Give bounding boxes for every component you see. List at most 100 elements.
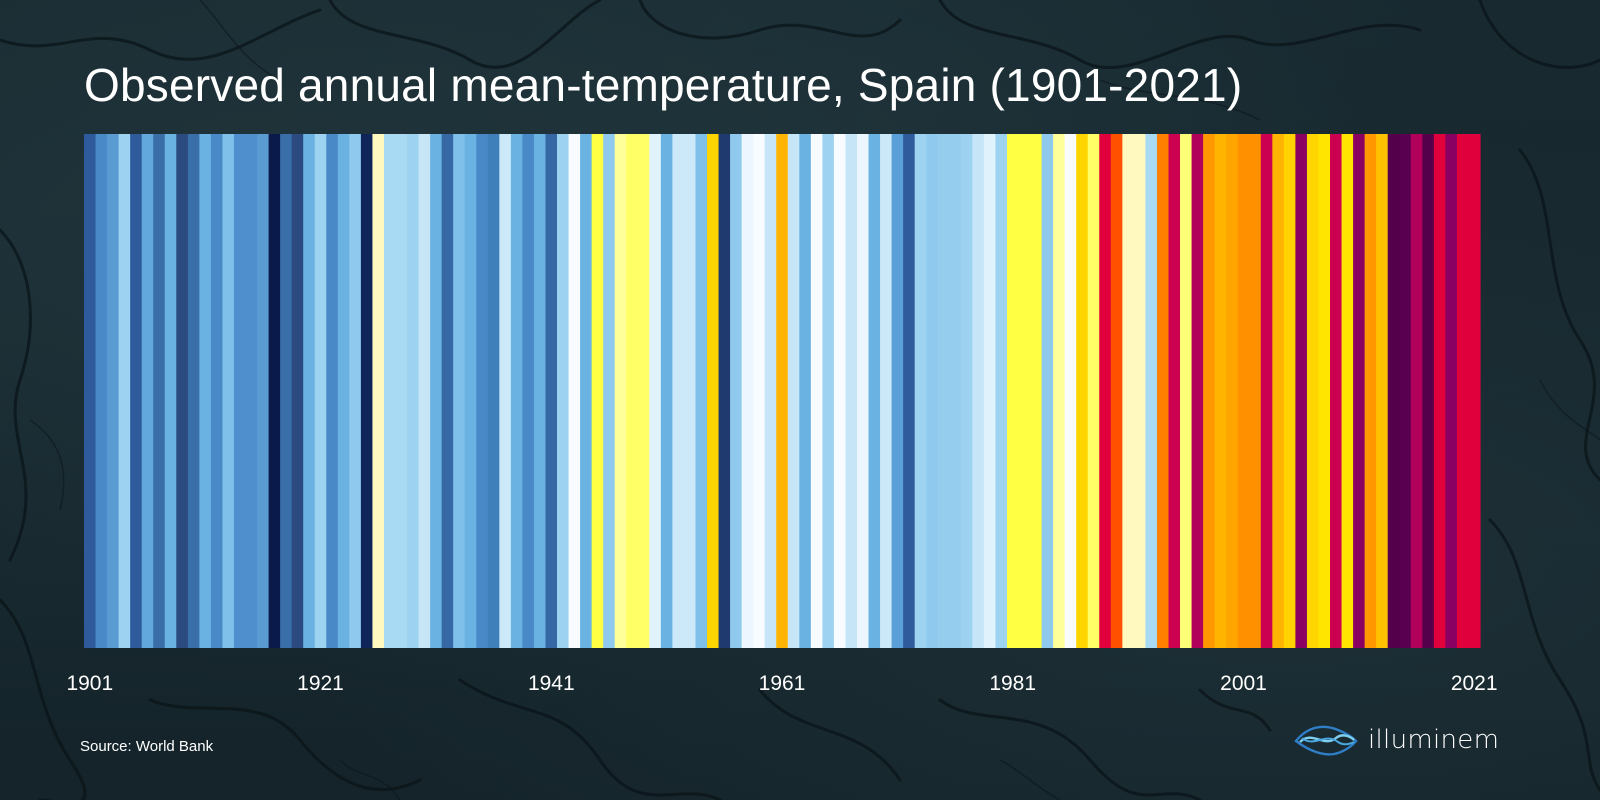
stripe-1935 [476, 134, 489, 648]
stripe-1942 [557, 134, 570, 648]
x-tick-label: 1901 [66, 672, 114, 695]
stripe-2019 [1445, 134, 1458, 648]
stripe-1933 [453, 134, 466, 648]
stripe-1949 [637, 134, 650, 648]
stripe-1903 [107, 134, 120, 648]
stripe-1987 [1076, 134, 1089, 648]
stripe-1981 [1006, 134, 1020, 648]
stripe-1979 [983, 134, 997, 648]
stripe-1966 [833, 134, 847, 648]
stripe-1938 [510, 134, 524, 648]
brand-name: illuminem [1368, 725, 1500, 755]
stripe-1930 [418, 134, 431, 648]
stripe-1985 [1053, 134, 1066, 648]
stripe-1943 [568, 134, 581, 648]
stripe-2013 [1376, 134, 1389, 648]
stripe-1932 [441, 134, 454, 648]
stripe-1964 [810, 134, 823, 648]
stripe-1968 [856, 134, 870, 648]
stripe-1908 [164, 134, 177, 648]
stripe-1925 [360, 134, 374, 648]
stripe-1990 [1110, 134, 1123, 648]
stripe-1991 [1122, 134, 1135, 648]
stripe-1947 [614, 134, 627, 648]
stripe-2021 [1468, 134, 1481, 648]
stripe-1946 [603, 134, 616, 648]
stripe-1901 [84, 134, 97, 648]
stripe-1955 [707, 134, 720, 648]
stripe-1974 [926, 134, 939, 648]
stripe-2007 [1306, 134, 1320, 648]
stripe-1945 [591, 134, 604, 648]
stripe-1975 [937, 134, 950, 648]
stripe-1977 [960, 134, 973, 648]
stripe-2015 [1399, 134, 1412, 648]
stripe-2020 [1456, 134, 1470, 648]
stripe-1960 [764, 134, 777, 648]
stripe-1906 [141, 134, 154, 648]
stripe-1907 [153, 134, 166, 648]
stripe-2006 [1295, 134, 1308, 648]
stripe-1919 [291, 134, 304, 648]
x-tick-label: 2021 [1450, 672, 1498, 695]
stripe-1921 [314, 134, 327, 648]
stripe-1944 [580, 134, 593, 648]
stripe-1937 [499, 134, 512, 648]
stripe-1905 [130, 134, 143, 648]
stripe-1992 [1133, 134, 1147, 648]
stripe-1951 [660, 134, 673, 648]
stripe-1970 [880, 134, 893, 648]
stripe-1931 [430, 134, 443, 648]
stripe-1997 [1191, 134, 1204, 648]
stripe-1999 [1214, 134, 1227, 648]
stripe-1978 [972, 134, 985, 648]
stripe-2011 [1353, 134, 1366, 648]
stripe-1962 [787, 134, 800, 648]
stripe-2018 [1433, 134, 1446, 648]
stripe-2010 [1341, 134, 1354, 648]
stripe-1994 [1156, 134, 1170, 648]
stripe-1912 [210, 134, 224, 648]
stripe-1922 [326, 134, 339, 648]
stripe-1926 [372, 134, 385, 648]
stripe-1956 [718, 134, 731, 648]
x-tick-label: 1961 [758, 672, 806, 695]
stripe-1965 [822, 134, 835, 648]
stripe-1998 [1203, 134, 1216, 648]
stripe-1989 [1099, 134, 1112, 648]
stripe-1928 [395, 134, 408, 648]
stripe-1967 [845, 134, 858, 648]
x-tick-label: 1941 [527, 672, 575, 695]
brand-logo: illuminem [1294, 722, 1499, 758]
stripe-1986 [1064, 134, 1077, 648]
stripe-1927 [383, 134, 397, 648]
stripe-1920 [303, 134, 316, 648]
stripe-1982 [1018, 134, 1031, 648]
stripe-1936 [487, 134, 500, 648]
stripe-2014 [1387, 134, 1400, 648]
stripe-1988 [1087, 134, 1100, 648]
stripe-1918 [280, 134, 293, 648]
stripe-2017 [1422, 134, 1435, 648]
stripe-1940 [533, 134, 547, 648]
stripe-2001 [1237, 134, 1250, 648]
source-credit: Source: World Bank [80, 738, 214, 755]
x-tick-label: 1981 [989, 672, 1037, 695]
stripe-1911 [199, 134, 212, 648]
stripe-1917 [268, 134, 281, 648]
stripe-1983 [1030, 134, 1043, 648]
stripe-1973 [914, 134, 927, 648]
chart-title: Observed annual mean-temperature, Spain … [84, 59, 1243, 111]
stripe-1934 [464, 134, 477, 648]
stripe-1941 [545, 134, 558, 648]
x-tick-label: 1921 [297, 672, 344, 695]
stripe-1939 [522, 134, 535, 648]
stripe-1924 [349, 134, 362, 648]
stripe-2009 [1330, 134, 1343, 648]
stripe-1980 [995, 134, 1008, 648]
stripe-1976 [949, 134, 962, 648]
stripe-1984 [1041, 134, 1054, 648]
stripe-1972 [903, 134, 916, 648]
stripe-1995 [1168, 134, 1181, 648]
